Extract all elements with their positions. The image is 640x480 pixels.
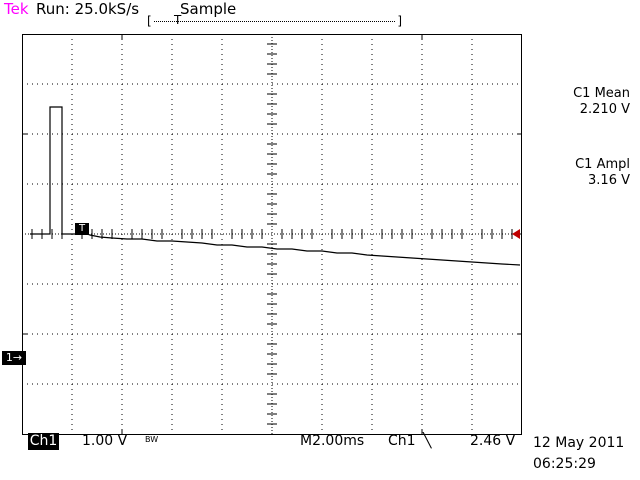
acquisition-mode: Sample (180, 0, 237, 18)
record-position-bar: [ T ] (147, 14, 402, 28)
waveform-trace (30, 106, 521, 266)
trigger-source: Ch1 (388, 433, 416, 449)
channel-1-badge[interactable]: Ch1 (28, 433, 59, 450)
trigger-level: 2.46 V (470, 433, 516, 449)
measurement-label: C1 Ampl (575, 157, 630, 172)
measurement-mean: C1 Mean 2.210 V (573, 86, 630, 118)
graticule (22, 34, 522, 435)
capture-date: 12 May 2011 (533, 435, 625, 451)
horizontal-timebase: M2.00ms (300, 433, 365, 449)
measurement-amplitude: C1 Ampl 3.16 V (575, 157, 630, 189)
timebar-left-bracket: [ (147, 14, 152, 28)
brand-logo: Tek (4, 0, 29, 18)
trigger-position-marker[interactable]: T (75, 223, 89, 235)
measurement-value: 3.16 V (588, 173, 630, 188)
run-status: Run: 25.0kS/s (36, 0, 140, 18)
timebar-right-bracket: ] (397, 14, 402, 28)
vertical-scale: 1.00 V (82, 433, 128, 449)
timebar-trigger-mark: T (174, 13, 182, 27)
measurement-label: C1 Mean (573, 86, 630, 101)
trigger-level-arrow-icon[interactable] (512, 229, 520, 239)
timebar-record (154, 21, 395, 22)
bandwidth-limit-flag: BW (145, 435, 159, 444)
status-bar: Tek Run: 25.0kS/s Sample [ T ] (0, 0, 640, 34)
channel-1-ground-marker[interactable]: 1→ (2, 351, 26, 365)
falling-edge-icon: ╲ (423, 433, 432, 449)
capture-time: 06:25:29 (533, 456, 596, 472)
measurement-value: 2.210 V (579, 102, 630, 117)
waveform-display[interactable] (22, 34, 522, 435)
settings-bar: Ch1 1.00 V BW M2.00ms Ch1 ╲ 2.46 V 12 Ma… (0, 433, 640, 480)
